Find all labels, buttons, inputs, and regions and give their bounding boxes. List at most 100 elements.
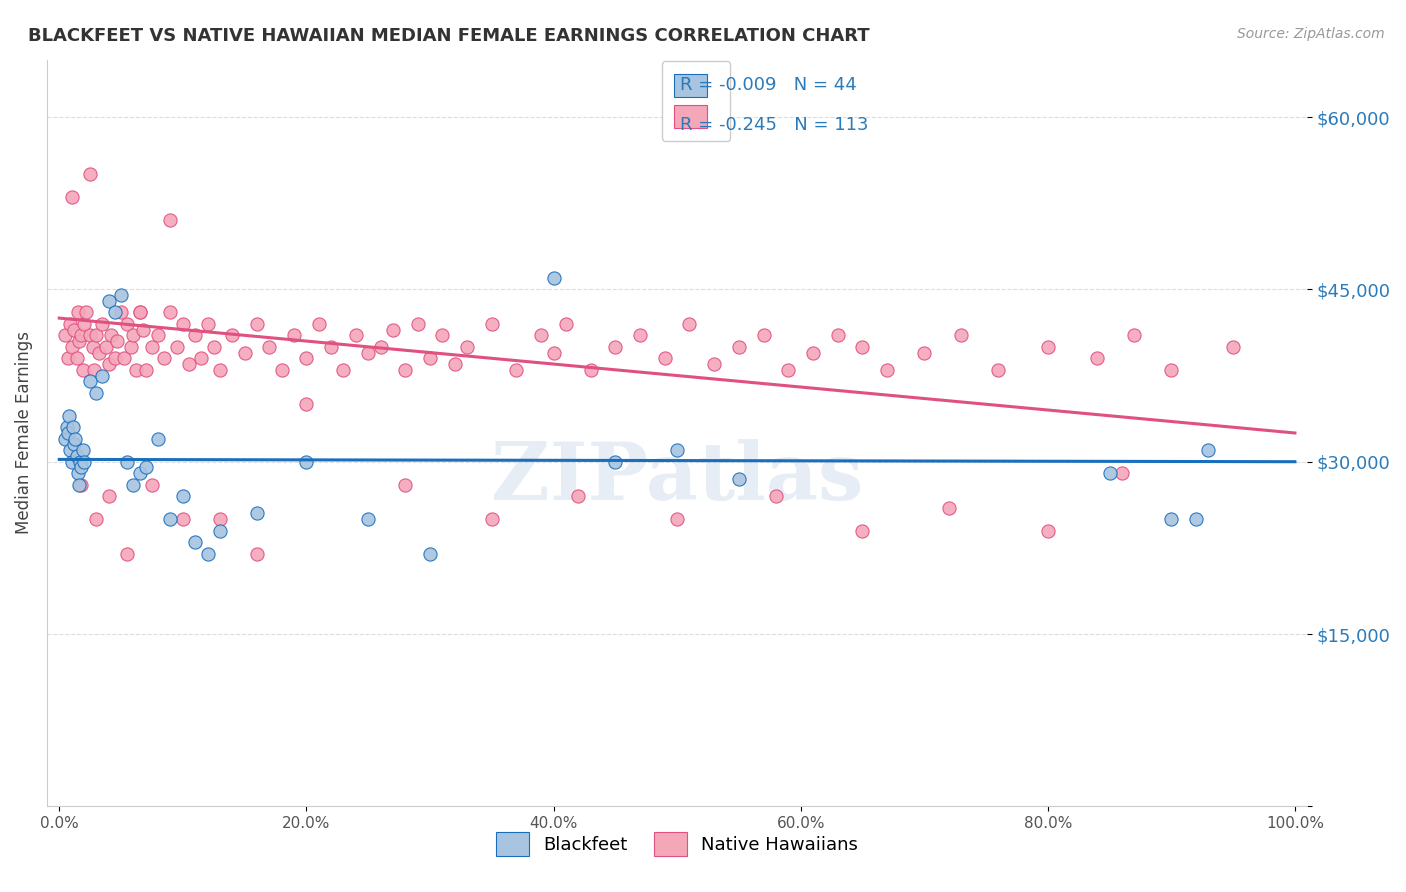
- Point: [370, 340, 392, 354]
- Point: [146, 432, 169, 446]
- Point: [65, 432, 87, 446]
- Point: [62, 420, 84, 434]
- Point: [128, 466, 150, 480]
- Point: [110, 305, 132, 319]
- Point: [567, 489, 589, 503]
- Point: [70, 328, 93, 343]
- Point: [678, 317, 700, 331]
- Point: [543, 271, 565, 285]
- Point: [72, 443, 94, 458]
- Point: [105, 334, 128, 348]
- Point: [79, 328, 101, 343]
- Point: [91, 368, 114, 383]
- Point: [1222, 340, 1244, 354]
- Point: [728, 340, 751, 354]
- Point: [1185, 512, 1208, 526]
- Point: [87, 345, 110, 359]
- Point: [851, 340, 873, 354]
- Point: [406, 317, 429, 331]
- Point: [357, 512, 380, 526]
- Point: [65, 351, 87, 366]
- Point: [394, 477, 416, 491]
- Point: [115, 317, 138, 331]
- Point: [128, 305, 150, 319]
- Point: [319, 340, 342, 354]
- Point: [91, 317, 114, 331]
- Point: [554, 317, 576, 331]
- Point: [122, 477, 145, 491]
- Point: [283, 328, 305, 343]
- Point: [132, 322, 155, 336]
- Point: [96, 340, 118, 354]
- Point: [357, 345, 380, 359]
- Point: [987, 363, 1010, 377]
- Text: R = -0.245   N = 113: R = -0.245 N = 113: [681, 116, 869, 135]
- Point: [159, 305, 181, 319]
- Point: [1123, 328, 1146, 343]
- Point: [443, 357, 465, 371]
- Point: [104, 351, 127, 366]
- Point: [141, 340, 163, 354]
- Point: [75, 305, 97, 319]
- Point: [177, 357, 200, 371]
- Point: [1160, 363, 1182, 377]
- Point: [419, 351, 441, 366]
- Point: [543, 345, 565, 359]
- Text: R = -0.009   N = 44: R = -0.009 N = 44: [681, 77, 856, 95]
- Point: [197, 317, 219, 331]
- Point: [122, 328, 145, 343]
- Point: [70, 460, 93, 475]
- Point: [1111, 466, 1133, 480]
- Point: [86, 328, 108, 343]
- Point: [60, 340, 83, 354]
- Point: [79, 168, 101, 182]
- Point: [344, 328, 367, 343]
- Point: [172, 317, 194, 331]
- Point: [60, 455, 83, 469]
- Point: [58, 409, 80, 423]
- Point: [666, 512, 689, 526]
- Point: [159, 512, 181, 526]
- Text: BLACKFEET VS NATIVE HAWAIIAN MEDIAN FEMALE EARNINGS CORRELATION CHART: BLACKFEET VS NATIVE HAWAIIAN MEDIAN FEMA…: [28, 27, 870, 45]
- Point: [938, 500, 960, 515]
- Point: [70, 477, 93, 491]
- Point: [505, 363, 527, 377]
- Point: [69, 455, 91, 469]
- Point: [605, 455, 627, 469]
- Point: [83, 363, 105, 377]
- Point: [110, 288, 132, 302]
- Point: [135, 363, 157, 377]
- Point: [202, 340, 225, 354]
- Point: [190, 351, 212, 366]
- Point: [172, 489, 194, 503]
- Point: [332, 363, 354, 377]
- Point: [172, 512, 194, 526]
- Point: [66, 305, 89, 319]
- Legend: Blackfeet, Native Hawaiians: Blackfeet, Native Hawaiians: [486, 823, 868, 864]
- Point: [55, 328, 77, 343]
- Point: [59, 443, 82, 458]
- Point: [79, 374, 101, 388]
- Point: [827, 328, 849, 343]
- Point: [950, 328, 973, 343]
- Point: [56, 351, 79, 366]
- Point: [295, 397, 318, 411]
- Point: [394, 363, 416, 377]
- Point: [100, 328, 122, 343]
- Point: [752, 328, 775, 343]
- Point: [153, 351, 176, 366]
- Point: [246, 547, 269, 561]
- Point: [135, 460, 157, 475]
- Point: [146, 328, 169, 343]
- Point: [63, 322, 86, 336]
- Point: [1197, 443, 1219, 458]
- Point: [456, 340, 478, 354]
- Point: [530, 328, 553, 343]
- Point: [605, 340, 627, 354]
- Point: [666, 443, 689, 458]
- Point: [246, 317, 269, 331]
- Point: [73, 317, 96, 331]
- Point: [481, 317, 503, 331]
- Point: [876, 363, 898, 377]
- Point: [159, 213, 181, 227]
